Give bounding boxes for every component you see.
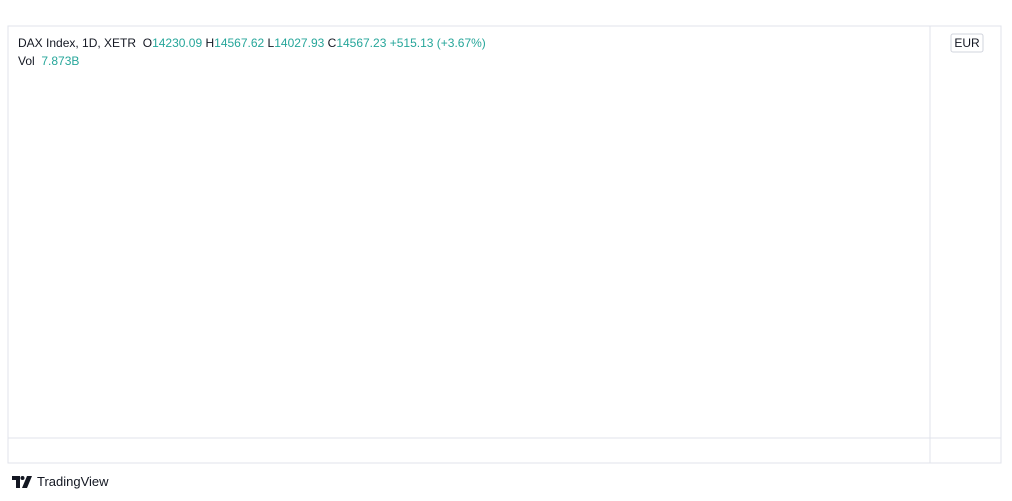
ohlc-value: 14027.93 <box>274 36 325 50</box>
currency-box[interactable] <box>950 33 984 53</box>
brand-logo[interactable] <box>12 475 32 488</box>
ohlc-value: 14230.09 <box>152 36 203 50</box>
ohlc-key: O <box>142 36 153 50</box>
ohlc-key: C <box>327 36 337 50</box>
ohlc-key: L <box>267 36 275 50</box>
legend: DAX Index, 1D, XETR O14230.09 H14567.62 … <box>18 34 486 70</box>
symbol: DAX Index, 1D, XETR <box>18 36 137 50</box>
brand[interactable]: TradingView <box>12 474 109 489</box>
ohlc-key: H <box>205 36 215 50</box>
volume-row: Vol 7.873B <box>18 52 486 70</box>
ohlc-value: 14567.62 <box>214 36 265 50</box>
chart-frame <box>7 25 1002 464</box>
currency[interactable]: EUR <box>954 36 980 50</box>
ohlc-value: 14567.23 <box>336 36 387 50</box>
volume-value: 7.873B <box>41 54 80 68</box>
volume-title: Vol <box>18 54 35 68</box>
brand-name[interactable]: TradingView <box>37 474 109 489</box>
ohlc-row: DAX Index, 1D, XETR O14230.09 H14567.62 … <box>18 34 486 52</box>
change: +515.13 (+3.67%) <box>389 36 486 50</box>
